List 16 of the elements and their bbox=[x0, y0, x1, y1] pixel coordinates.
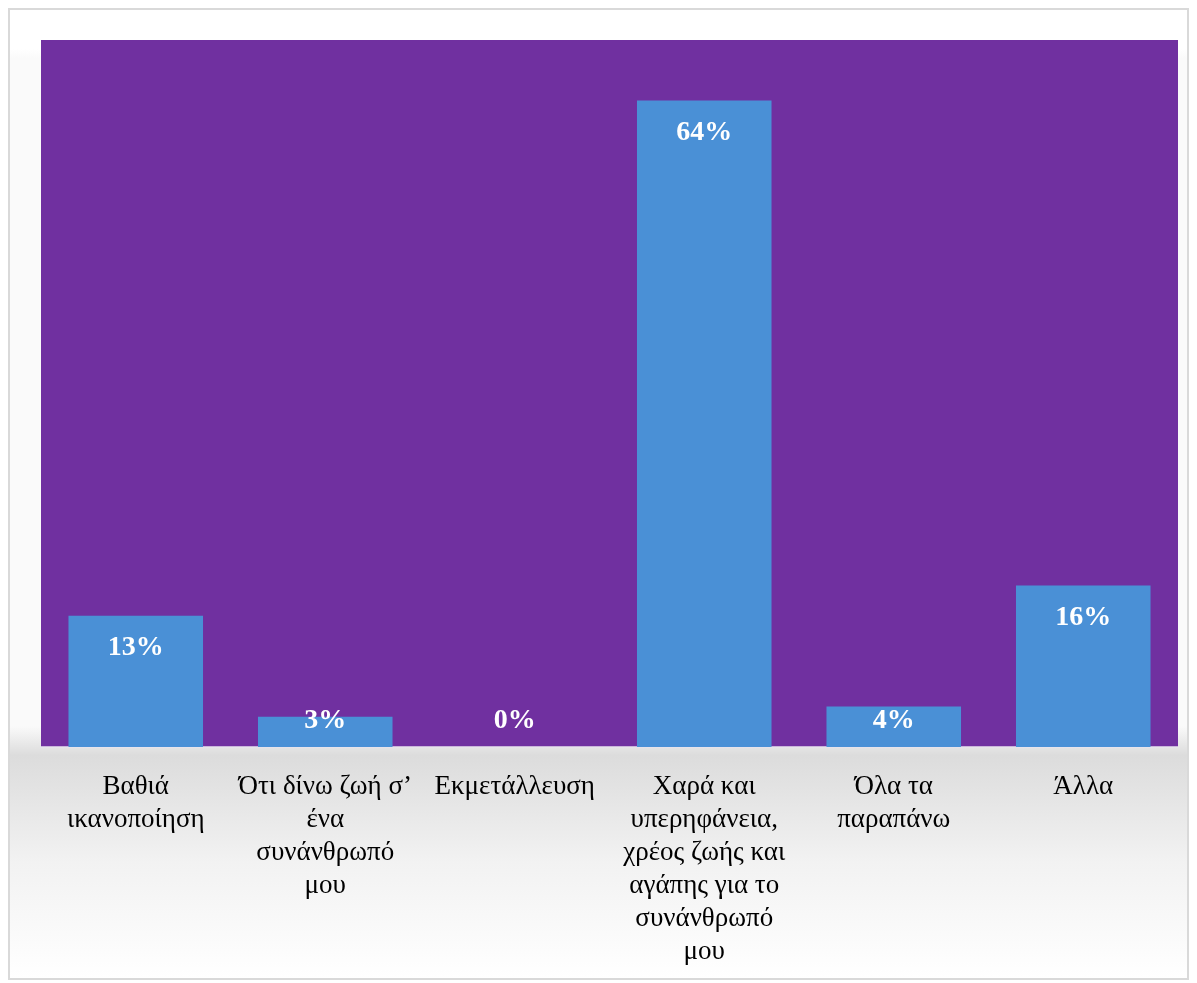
bar bbox=[636, 100, 772, 747]
data-label: 64% bbox=[676, 115, 733, 147]
x-tick-label: Ότι δίνω ζωή σ’ ένα συνάνθρωπό μου bbox=[237, 769, 412, 899]
data-label: 0% bbox=[493, 702, 536, 734]
bar bbox=[68, 615, 204, 747]
data-label: 13% bbox=[107, 630, 164, 662]
bar bbox=[826, 706, 962, 747]
x-tick-label: Χαρά και υπερηφάνεια, χρέος ζωής και αγάπης για το συνάνθρωπό μου bbox=[622, 769, 787, 965]
x-tick-label: Βαθιά ικανοποίηση bbox=[66, 769, 205, 833]
data-label: 16% bbox=[1055, 599, 1112, 631]
x-tick-label: Άλλα bbox=[1053, 769, 1114, 800]
data-label: 3% bbox=[304, 702, 347, 734]
data-label: 4% bbox=[872, 702, 915, 734]
bar bbox=[1015, 585, 1151, 747]
x-tick-label: Εκμετάλλευση bbox=[434, 769, 595, 800]
x-tick-label: Όλα τα παραπάνω bbox=[837, 769, 951, 833]
